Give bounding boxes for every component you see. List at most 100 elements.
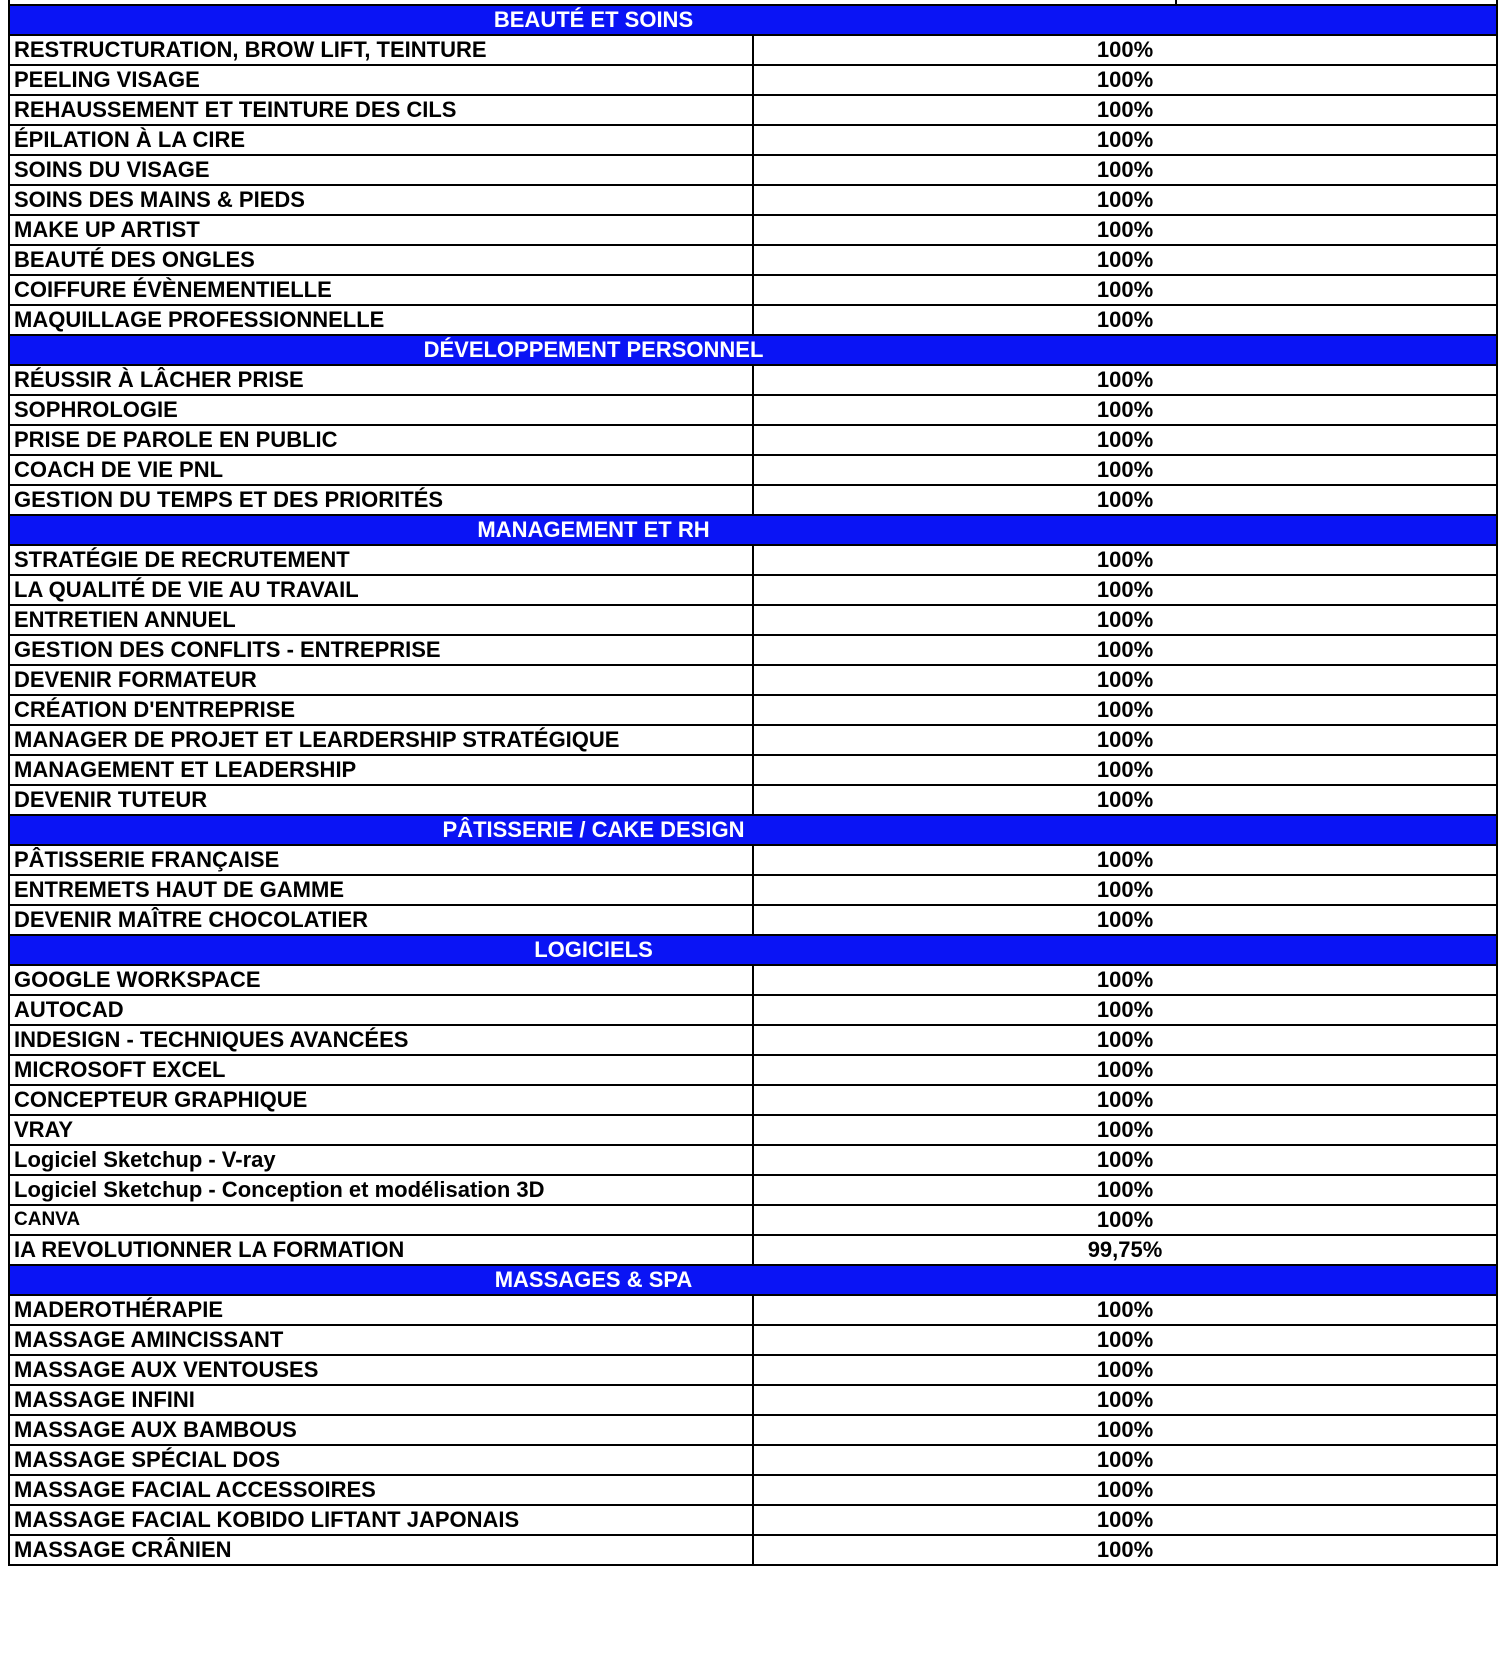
section-header-row: MANAGEMENT ET RH [8, 514, 1498, 546]
table-row: REHAUSSEMENT ET TEINTURE DES CILS 100% [8, 94, 1498, 126]
table-row: ENTRETIEN ANNUEL 100% [8, 604, 1498, 636]
satisfaction-value-cell: 100% [752, 1114, 1498, 1146]
training-name-cell: SOPHROLOGIE [8, 394, 754, 426]
section-header-cell: PÂTISSERIE / CAKE DESIGN [8, 814, 1498, 846]
training-name-cell: RESTRUCTURATION, BROW LIFT, TEINTURE [8, 34, 754, 66]
satisfaction-value-cell: 100% [752, 1054, 1498, 1086]
satisfaction-value-cell: 100% [752, 424, 1498, 456]
table-row: GESTION DU TEMPS ET DES PRIORITÉS 100% [8, 484, 1498, 516]
table-row: MASSAGE INFINI 100% [8, 1384, 1498, 1416]
satisfaction-value-cell: 100% [752, 34, 1498, 66]
satisfaction-value-cell: 99,75% [752, 1234, 1498, 1266]
table-row: MASSAGE AUX VENTOUSES 100% [8, 1354, 1498, 1386]
satisfaction-value-cell: 100% [752, 184, 1498, 216]
table-body: BEAUTÉ ET SOINS RESTRUCTURATION, BROW LIF… [8, 4, 1498, 1566]
table-row: MADEROTHÉRAPIE 100% [8, 1294, 1498, 1326]
training-name-cell: INDESIGN - TECHNIQUES AVANCÉES [8, 1024, 754, 1056]
training-name-cell: GESTION DU TEMPS ET DES PRIORITÉS [8, 484, 754, 516]
training-name-cell: MICROSOFT EXCEL [8, 1054, 754, 1086]
satisfaction-value-cell: 100% [752, 244, 1498, 276]
table-row: MASSAGE AMINCISSANT 100% [8, 1324, 1498, 1356]
table-row: Logiciel Sketchup - Conception et modéli… [8, 1174, 1498, 1206]
section-header-cell: DÉVELOPPEMENT PERSONNEL [8, 334, 1498, 366]
table-row: RÉUSSIR À LÂCHER PRISE 100% [8, 364, 1498, 396]
satisfaction-value-cell: 100% [752, 304, 1498, 336]
table-row: BEAUTÉ DES ONGLES 100% [8, 244, 1498, 276]
section-header-cell: MASSAGES & SPA [8, 1264, 1498, 1296]
table-row: VRAY 100% [8, 1114, 1498, 1146]
satisfaction-value-cell: 100% [752, 1444, 1498, 1476]
satisfaction-value-cell: 100% [752, 1324, 1498, 1356]
training-name-cell: PRISE DE PAROLE EN PUBLIC [8, 424, 754, 456]
table-row: PEELING VISAGE 100% [8, 64, 1498, 96]
table-row: AUTOCAD 100% [8, 994, 1498, 1026]
training-name-cell: MASSAGE AUX BAMBOUS [8, 1414, 754, 1446]
table-row: MAKE UP ARTIST 100% [8, 214, 1498, 246]
training-name-cell: Logiciel Sketchup - Conception et modéli… [8, 1174, 754, 1206]
table-row: MICROSOFT EXCEL 100% [8, 1054, 1498, 1086]
satisfaction-value-cell: 100% [752, 394, 1498, 426]
section-header-row: BEAUTÉ ET SOINS [8, 4, 1498, 36]
satisfaction-value-cell: 100% [752, 574, 1498, 606]
previous-row-stub [8, 0, 1498, 4]
training-name-cell: LA QUALITÉ DE VIE AU TRAVAIL [8, 574, 754, 606]
satisfaction-value-cell: 100% [752, 94, 1498, 126]
satisfaction-value-cell: 100% [752, 664, 1498, 696]
table-row: INDESIGN - TECHNIQUES AVANCÉES 100% [8, 1024, 1498, 1056]
table-row: DEVENIR TUTEUR 100% [8, 784, 1498, 816]
training-name-cell: REHAUSSEMENT ET TEINTURE DES CILS [8, 94, 754, 126]
training-results-table: BEAUTÉ ET SOINS RESTRUCTURATION, BROW LIF… [8, 4, 1498, 1566]
table-row: DEVENIR FORMATEUR 100% [8, 664, 1498, 696]
satisfaction-value-cell: 100% [752, 274, 1498, 306]
training-name-cell: CRÉATION D'ENTREPRISE [8, 694, 754, 726]
satisfaction-value-cell: 100% [752, 1354, 1498, 1386]
training-name-cell: SOINS DU VISAGE [8, 154, 754, 186]
satisfaction-value-cell: 100% [752, 64, 1498, 96]
table-row: MANAGER DE PROJET ET LEARDERSHIP STRATÉG… [8, 724, 1498, 756]
satisfaction-value-cell: 100% [752, 214, 1498, 246]
satisfaction-value-cell: 100% [752, 124, 1498, 156]
table-row: ENTREMETS HAUT DE GAMME 100% [8, 874, 1498, 906]
table-row: CRÉATION D'ENTREPRISE 100% [8, 694, 1498, 726]
satisfaction-value-cell: 100% [752, 754, 1498, 786]
training-name-cell: DEVENIR MAÎTRE CHOCOLATIER [8, 904, 754, 936]
training-name-cell: SOINS DES MAINS & PIEDS [8, 184, 754, 216]
table-row: RESTRUCTURATION, BROW LIFT, TEINTURE 100% [8, 34, 1498, 66]
section-title: MASSAGES & SPA [494, 1267, 693, 1292]
training-name-cell: Logiciel Sketchup - V-ray [8, 1144, 754, 1176]
training-name-cell: VRAY [8, 1114, 754, 1146]
training-name-cell: MANAGER DE PROJET ET LEARDERSHIP STRATÉG… [8, 724, 754, 756]
training-name-cell: MASSAGE FACIAL KOBIDO LIFTANT JAPONAIS [8, 1504, 754, 1536]
table-row: PÂTISSERIE FRANÇAISE 100% [8, 844, 1498, 876]
table-row: MASSAGE FACIAL ACCESSOIRES 100% [8, 1474, 1498, 1506]
table-row: CONCEPTEUR GRAPHIQUE 100% [8, 1084, 1498, 1116]
satisfaction-value-cell: 100% [752, 784, 1498, 816]
training-name-cell: MASSAGE AMINCISSANT [8, 1324, 754, 1356]
satisfaction-value-cell: 100% [752, 1084, 1498, 1116]
table-row: MASSAGE SPÉCIAL DOS 100% [8, 1444, 1498, 1476]
table-row: PRISE DE PAROLE EN PUBLIC 100% [8, 424, 1498, 456]
training-name-cell: PEELING VISAGE [8, 64, 754, 96]
training-name-cell: MAQUILLAGE PROFESSIONNELLE [8, 304, 754, 336]
section-title: DÉVELOPPEMENT PERSONNEL [423, 337, 764, 362]
satisfaction-value-cell: 100% [752, 964, 1498, 996]
training-name-cell: ENTRETIEN ANNUEL [8, 604, 754, 636]
section-title: MANAGEMENT ET RH [477, 517, 710, 542]
training-name-cell: MASSAGE SPÉCIAL DOS [8, 1444, 754, 1476]
satisfaction-value-cell: 100% [752, 844, 1498, 876]
table-row: MASSAGE FACIAL KOBIDO LIFTANT JAPONAIS 10… [8, 1504, 1498, 1536]
table-row: MASSAGE CRÂNIEN 100% [8, 1534, 1498, 1566]
training-name-cell: MADEROTHÉRAPIE [8, 1294, 754, 1326]
satisfaction-value-cell: 100% [752, 724, 1498, 756]
training-name-cell: MASSAGE CRÂNIEN [8, 1534, 754, 1566]
satisfaction-value-cell: 100% [752, 1204, 1498, 1236]
training-name-cell: MAKE UP ARTIST [8, 214, 754, 246]
satisfaction-value-cell: 100% [752, 694, 1498, 726]
table-row: SOINS DU VISAGE 100% [8, 154, 1498, 186]
satisfaction-value-cell: 100% [752, 994, 1498, 1026]
satisfaction-value-cell: 100% [752, 1474, 1498, 1506]
training-name-cell: COACH DE VIE PNL [8, 454, 754, 486]
training-name-cell: RÉUSSIR À LÂCHER PRISE [8, 364, 754, 396]
satisfaction-value-cell: 100% [752, 454, 1498, 486]
section-header-cell: LOGICIELS [8, 934, 1498, 966]
